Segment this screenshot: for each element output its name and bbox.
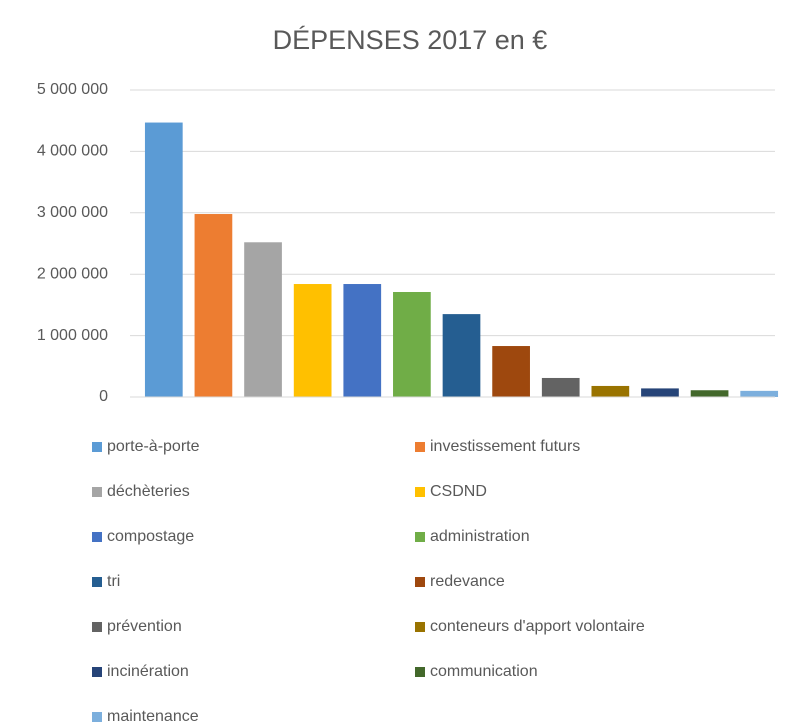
y-tick-label: 2 000 000	[37, 265, 108, 282]
legend-label: déchèteries	[107, 483, 190, 500]
bar	[343, 284, 382, 397]
bar	[393, 292, 431, 397]
legend-swatch	[92, 622, 102, 632]
legend-label: investissement futurs	[430, 438, 580, 455]
legend-swatch	[415, 442, 425, 452]
legend-swatch	[92, 532, 102, 542]
legend-label: conteneurs d'apport volontaire	[430, 618, 645, 635]
legend-label: compostage	[107, 528, 194, 545]
legend-label: redevance	[430, 573, 505, 590]
bar	[442, 314, 481, 397]
legend-label: incinération	[107, 663, 189, 680]
bar	[541, 377, 580, 397]
bar	[293, 284, 332, 397]
bar	[144, 122, 183, 398]
legend-label: tri	[107, 573, 120, 590]
legend-label: CSDND	[430, 483, 487, 500]
legend-swatch	[415, 487, 425, 497]
legend-swatch	[415, 622, 425, 632]
y-tick-label: 5 000 000	[37, 81, 108, 98]
legend-label: administration	[430, 528, 530, 545]
legend-swatch	[92, 487, 102, 497]
y-tick-label: 1 000 000	[37, 327, 108, 344]
legend-label: porte-à-porte	[107, 438, 200, 455]
bar	[740, 390, 779, 397]
legend-swatch	[92, 442, 102, 452]
legend-swatch	[415, 577, 425, 587]
y-tick-label: 4 000 000	[37, 143, 108, 160]
legend-label: prévention	[107, 618, 182, 635]
bar	[492, 346, 530, 397]
legend-swatch	[92, 667, 102, 677]
legend-swatch	[415, 667, 425, 677]
y-tick-label: 0	[99, 388, 108, 405]
legend-label: communication	[430, 663, 538, 680]
bar	[591, 385, 630, 397]
legend-swatch	[415, 532, 425, 542]
bar	[244, 242, 282, 397]
legend-swatch	[92, 577, 102, 587]
bar	[194, 214, 233, 397]
legend-swatch	[92, 712, 102, 722]
legend-label: maintenance	[107, 708, 199, 725]
y-tick-label: 3 000 000	[37, 204, 108, 221]
bar	[690, 390, 729, 397]
chart-title: DÉPENSES 2017 en €	[273, 25, 548, 55]
bar	[641, 388, 679, 397]
